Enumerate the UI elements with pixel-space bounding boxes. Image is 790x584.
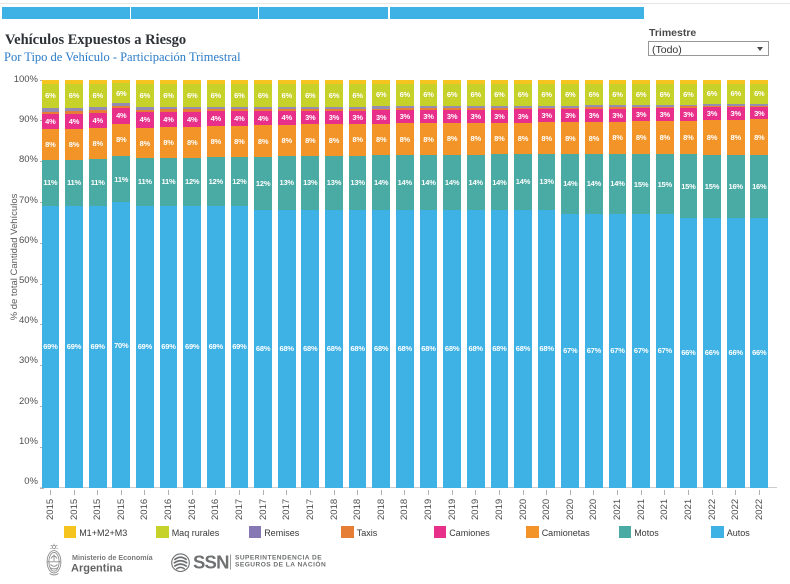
- svg-text:SEGUROS DE LA NACIÓN: SEGUROS DE LA NACIÓN: [235, 560, 326, 569]
- svg-text:SSN: SSN: [193, 552, 229, 573]
- svg-text:SUPERINTENDENCIA DE: SUPERINTENDENCIA DE: [235, 555, 322, 562]
- svg-text:Ministerio de Economía: Ministerio de Economía: [72, 553, 154, 562]
- svg-text:Argentina: Argentina: [71, 563, 123, 575]
